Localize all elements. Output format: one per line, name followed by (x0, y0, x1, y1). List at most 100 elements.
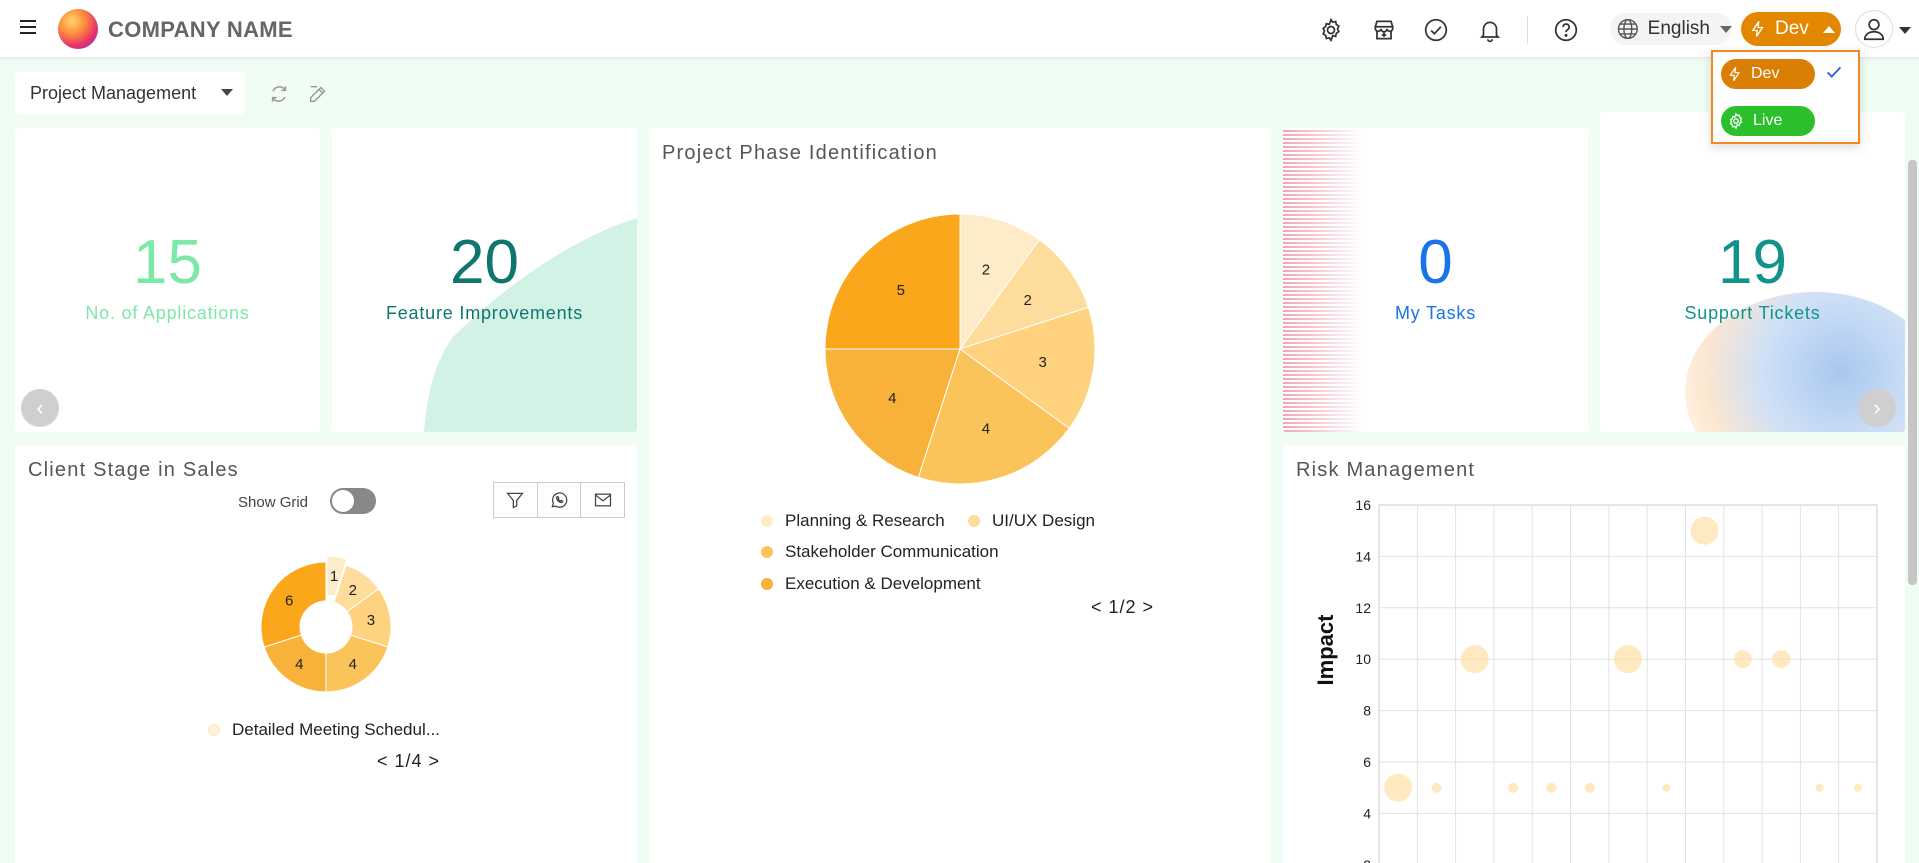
mail-icon (594, 493, 611, 507)
stat-label: My Tasks (1394, 303, 1477, 323)
scatter-point[interactable] (1460, 645, 1489, 674)
scatter-point[interactable] (1431, 782, 1442, 793)
scatter-point[interactable] (1614, 645, 1642, 674)
legend-label: Detailed Meeting Schedul... (232, 720, 440, 739)
refresh-icon[interactable] (268, 83, 290, 105)
gear-icon (1729, 112, 1743, 130)
legend-item[interactable]: Stakeholder Communication (761, 542, 999, 562)
scatter-point[interactable] (1690, 516, 1719, 545)
pie-slice-label: 2 (1024, 292, 1032, 309)
stat-value: 0 (1418, 228, 1453, 297)
header-divider (1527, 16, 1528, 44)
scatter-point[interactable] (1508, 782, 1519, 793)
stat-card-tasks: 0 My Tasks (1283, 128, 1588, 432)
pie-slice[interactable] (326, 555, 348, 597)
environment-dropdown: Dev Live (1711, 50, 1860, 144)
decorative-shape (424, 218, 637, 432)
legend-item[interactable]: Execution & Development (761, 574, 981, 594)
scatter-point[interactable] (1733, 650, 1752, 669)
environment-button[interactable]: Dev (1741, 12, 1841, 46)
project-phase-pie-chart: 2 2 3 4 4 5 (824, 213, 1096, 485)
pie-slice-label: 5 (897, 282, 905, 299)
pie-slice-label: 4 (982, 421, 990, 438)
y-tick-label: 4 (1363, 805, 1371, 821)
pie-slice-label: 3 (367, 612, 375, 629)
chevron-down-icon (221, 89, 233, 96)
edit-icon[interactable] (307, 83, 329, 105)
chevron-down-icon (1720, 25, 1732, 33)
pie-slice[interactable] (959, 213, 1041, 351)
pie-slice-label: 4 (888, 390, 896, 407)
company-name: COMPANY NAME (108, 17, 293, 42)
stat-card-features: 20 Feature Improvements (332, 128, 637, 432)
legend-item[interactable]: Detailed Meeting Schedul... (208, 720, 440, 740)
legend-item[interactable]: UI/UX Design (968, 511, 1095, 531)
pie-slice[interactable] (824, 213, 961, 350)
pie-slice-label: 2 (982, 261, 990, 278)
scatter-point[interactable] (1662, 783, 1671, 792)
pie-slice[interactable] (325, 634, 389, 693)
help-icon[interactable] (1553, 17, 1579, 43)
carousel-next-button[interactable]: › (1858, 389, 1896, 427)
stat-label: Support Tickets (1684, 303, 1821, 323)
stat-card-tickets: 19 Support Tickets (1600, 112, 1905, 432)
language-selector[interactable]: English (1610, 13, 1732, 45)
legend-label: Planning & Research (785, 511, 945, 530)
y-axis-label: Impact (1313, 614, 1338, 686)
legend-item[interactable]: Planning & Research (761, 511, 945, 531)
pie-slice[interactable] (917, 348, 1070, 485)
lightning-icon (1729, 67, 1741, 81)
company-logo (58, 9, 98, 49)
pie-slice[interactable] (263, 634, 327, 693)
stat-label: Feature Improvements (385, 303, 584, 323)
carousel-prev-button[interactable]: ‹ (21, 389, 59, 427)
scatter-point[interactable] (1853, 783, 1862, 792)
env-option-label: Live (1753, 112, 1783, 129)
user-menu-caret-icon[interactable] (1899, 27, 1911, 34)
scatter-point[interactable] (1584, 782, 1595, 793)
env-option-dev[interactable]: Dev (1721, 59, 1815, 89)
store-icon[interactable] (1371, 17, 1397, 43)
dashboard-selector-label: Project Management (30, 82, 197, 103)
settings-gear-icon[interactable] (1318, 17, 1344, 43)
risk-scatter-chart: 2 4 6 8 10 12 14 16 Impact (1313, 497, 1878, 863)
y-tick-label: 10 (1355, 651, 1371, 667)
decorative-stripes (1283, 130, 1363, 432)
stat-value: 15 (133, 228, 202, 297)
y-tick-label: 14 (1355, 548, 1371, 564)
menu-icon[interactable] (20, 16, 42, 38)
legend-pager[interactable]: < 1/4 > (377, 751, 441, 771)
scatter-point[interactable] (1546, 782, 1557, 793)
whatsapp-button[interactable] (538, 483, 582, 517)
pie-slice-label: 4 (295, 656, 303, 673)
dashboard-selector[interactable]: Project Management (15, 72, 245, 114)
stat-value: 20 (450, 228, 519, 297)
scatter-point[interactable] (1815, 783, 1824, 792)
page-scrollbar[interactable] (1908, 160, 1917, 585)
user-avatar[interactable] (1855, 10, 1893, 48)
check-circle-icon[interactable] (1423, 17, 1449, 43)
stat-card-applications: 15 No. of Applications (15, 128, 320, 432)
card-title: Client Stage in Sales (28, 459, 239, 481)
chevron-up-icon (1822, 25, 1835, 33)
bell-icon[interactable] (1477, 17, 1503, 43)
email-button[interactable] (581, 483, 624, 517)
filter-icon (506, 492, 525, 509)
checkmark-icon (1826, 66, 1842, 78)
whatsapp-icon (551, 492, 568, 508)
stat-label: No. of Applications (85, 303, 250, 323)
pie-slice[interactable] (958, 306, 1096, 430)
scatter-point[interactable] (1772, 650, 1791, 669)
filter-button[interactable] (494, 483, 538, 517)
pie-slice[interactable] (958, 239, 1090, 350)
env-option-live[interactable]: Live (1721, 106, 1815, 136)
pie-slice[interactable] (260, 561, 327, 648)
legend-pager[interactable]: < 1/2 > (1091, 597, 1155, 617)
chart-action-group (493, 482, 625, 518)
scatter-point[interactable] (1384, 773, 1413, 802)
pie-slice-label: 1 (330, 568, 338, 585)
env-option-label: Dev (1751, 65, 1780, 82)
pie-slice[interactable] (824, 348, 961, 479)
top-header: COMPANY NAME English Dev (0, 0, 1919, 58)
show-grid-toggle[interactable] (330, 488, 376, 514)
